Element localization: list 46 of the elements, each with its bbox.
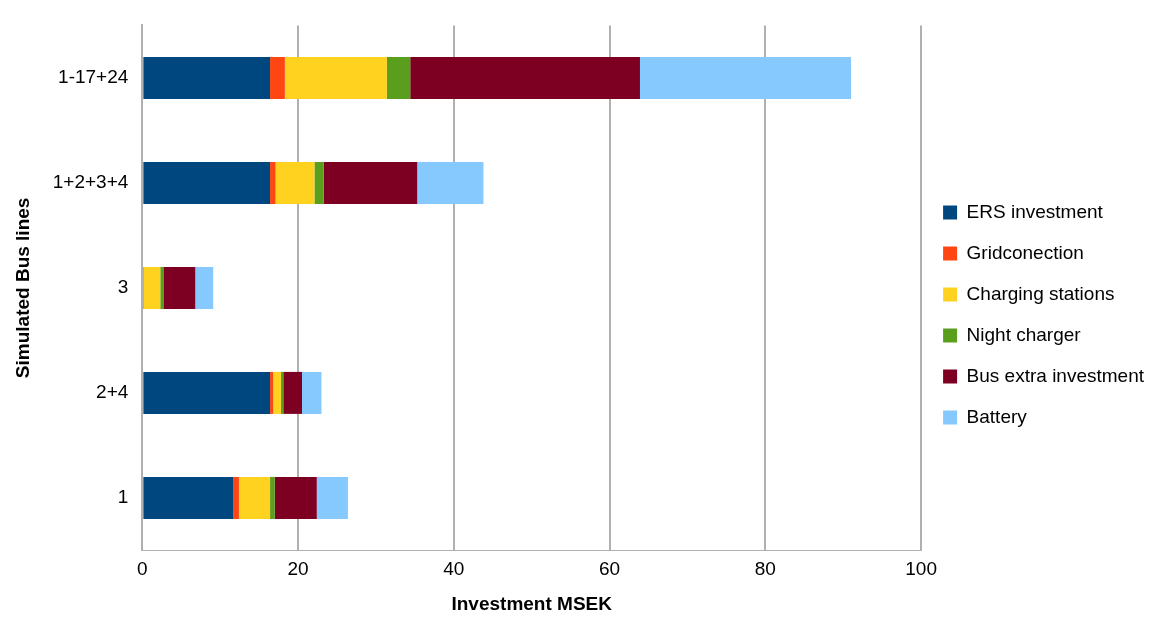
bar [284,56,387,99]
bar [283,371,302,414]
bar [143,371,271,414]
y-tick-label: 1+2+3+4 [52,171,129,193]
bar [314,161,324,204]
bar [233,476,239,519]
bar [316,476,348,519]
bar [143,476,234,519]
bar [302,371,322,414]
legend-label: Charging stations [966,282,1115,304]
bar [163,266,196,309]
legend-label: Night charger [966,323,1082,345]
bar [639,56,851,99]
bar [270,56,285,99]
x-axis-title: Investment MSEK [451,592,613,614]
y-tick-label: 1 [117,486,129,508]
bar [160,266,164,309]
x-tick-label: 40 [443,558,465,580]
x-tick-label: 100 [905,558,937,580]
y-tick-label: 1-17+24 [58,66,129,88]
y-tick-label: 3 [117,276,129,298]
bar [270,476,275,519]
bar [273,371,281,414]
legend-label: Gridconection [966,241,1084,263]
y-axis-title: Simulated Bus lines [11,197,33,379]
bar [195,266,214,309]
bar [270,161,276,204]
bar [143,56,271,99]
bar [274,476,317,519]
y-tick-label: 2+4 [96,381,129,403]
bar [238,476,271,519]
legend-label: Bus extra investment [966,364,1145,386]
legend-label: ERS investment [966,200,1104,222]
bar [417,161,484,204]
bar [270,371,274,414]
bar [386,56,411,99]
bar [410,56,640,99]
legend-label: Battery [966,405,1028,427]
x-tick-label: 80 [754,558,776,580]
bar [143,266,161,309]
bar [275,161,315,204]
x-tick-label: 0 [137,558,148,580]
x-tick-label: 60 [599,558,621,580]
x-tick-label: 20 [287,558,309,580]
bar [323,161,418,204]
bar [143,161,271,204]
